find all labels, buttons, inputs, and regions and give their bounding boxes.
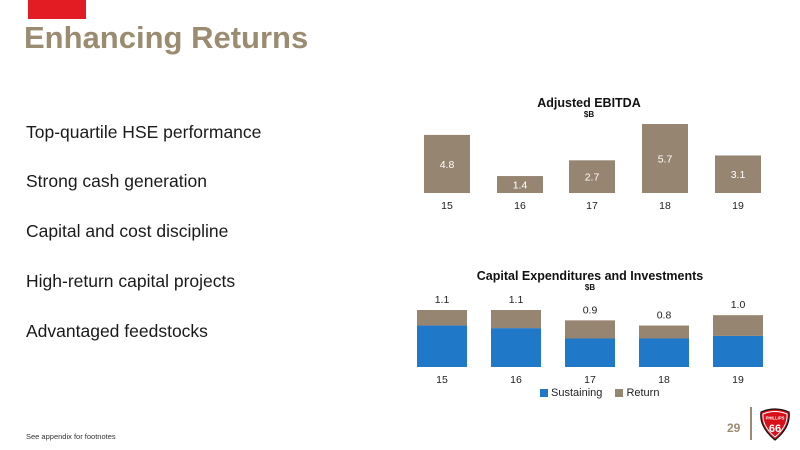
legend-item-sustaining: Sustaining <box>540 387 602 399</box>
ebitda-data-label: 1.4 <box>513 180 528 192</box>
sustaining-bar-segment <box>565 338 615 367</box>
sustaining-bar-segment <box>491 328 541 367</box>
ebitda-x-tick: 19 <box>732 200 744 212</box>
ebitda-chart-title: Adjusted EBITDA <box>537 96 641 110</box>
ebitda-bar <box>715 155 761 193</box>
logo-divider <box>750 407 752 440</box>
ebitda-bar <box>569 160 615 193</box>
ebitda-data-label: 4.8 <box>440 159 455 171</box>
capex-x-tick: 17 <box>584 374 596 386</box>
ebitda-bar <box>642 124 688 193</box>
capex-x-tick: 19 <box>732 374 744 386</box>
slide-title: Enhancing Returns <box>24 20 309 55</box>
page-number: 29 <box>727 421 741 435</box>
phillips-66-logo-icon: PHILLIPS 66 <box>760 408 790 441</box>
sustaining-bar-segment <box>713 335 763 367</box>
return-bar-segment <box>491 310 541 329</box>
bullet-item: High-return capital projects <box>26 271 236 291</box>
ebitda-bar <box>497 176 543 193</box>
bullet-item: Advantaged feedstocks <box>26 321 208 341</box>
capex-total-label: 1.1 <box>435 294 450 306</box>
bullet-item: Capital and cost discipline <box>26 221 229 241</box>
return-bar-segment <box>639 325 689 339</box>
capex-x-tick: 16 <box>510 374 522 386</box>
ebitda-x-tick: 16 <box>514 200 526 212</box>
ebitda-data-label: 2.7 <box>585 172 600 184</box>
ebitda-x-tick: 18 <box>659 200 671 212</box>
sustaining-bar-segment <box>639 338 689 367</box>
capex-chart-subtitle: $B <box>584 283 596 292</box>
legend-swatch-sustaining <box>540 389 548 397</box>
capex-x-tick: 15 <box>436 374 448 386</box>
ebitda-x-tick: 15 <box>441 200 453 212</box>
capex-total-label: 0.8 <box>657 310 672 322</box>
return-bar-segment <box>565 320 615 339</box>
legend-label-sustaining: Sustaining <box>551 387 603 399</box>
legend-label-return: Return <box>626 387 660 399</box>
return-bar-segment <box>713 315 763 336</box>
ebitda-data-label: 5.7 <box>658 154 673 166</box>
ebitda-data-label: 3.1 <box>731 169 746 181</box>
footnote: See appendix for footnotes <box>26 432 116 441</box>
legend-item-return: Return <box>615 387 659 399</box>
bullet-item: Strong cash generation <box>26 171 207 191</box>
sustaining-bar-segment <box>417 325 467 367</box>
capex-legend: Sustaining Return <box>540 387 669 400</box>
capex-total-label: 0.9 <box>583 304 598 316</box>
legend-swatch-return <box>615 389 624 397</box>
capex-total-label: 1.1 <box>509 294 524 306</box>
capex-chart-title: Capital Expenditures and Investments <box>476 269 704 283</box>
ebitda-bar <box>424 134 470 193</box>
svg-text:PHILLIPS: PHILLIPS <box>766 416 785 421</box>
bullet-item: Top-quartile HSE performance <box>26 122 262 142</box>
accent-tab <box>28 0 86 19</box>
ebitda-x-tick: 17 <box>586 200 598 212</box>
return-bar-segment <box>417 310 467 326</box>
svg-text:66: 66 <box>769 423 781 435</box>
capex-x-tick: 18 <box>658 374 670 386</box>
capex-total-label: 1.0 <box>731 299 746 311</box>
ebitda-chart-subtitle: $B <box>583 110 595 119</box>
